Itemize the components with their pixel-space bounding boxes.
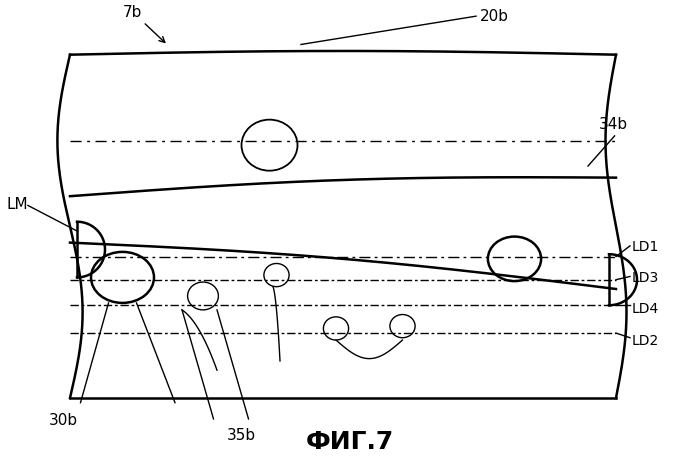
Text: 34b: 34b	[598, 117, 628, 132]
Text: ФИГ.7: ФИГ.7	[306, 429, 394, 453]
Text: LM: LM	[7, 196, 29, 211]
Text: 35b: 35b	[227, 427, 256, 442]
Text: 20b: 20b	[480, 9, 508, 24]
Text: LD2: LD2	[631, 333, 659, 347]
Text: LD1: LD1	[631, 239, 659, 253]
Text: LD4: LD4	[631, 301, 659, 315]
Text: 7b: 7b	[122, 5, 164, 44]
Text: 30b: 30b	[48, 412, 78, 427]
Text: LD3: LD3	[631, 271, 659, 285]
